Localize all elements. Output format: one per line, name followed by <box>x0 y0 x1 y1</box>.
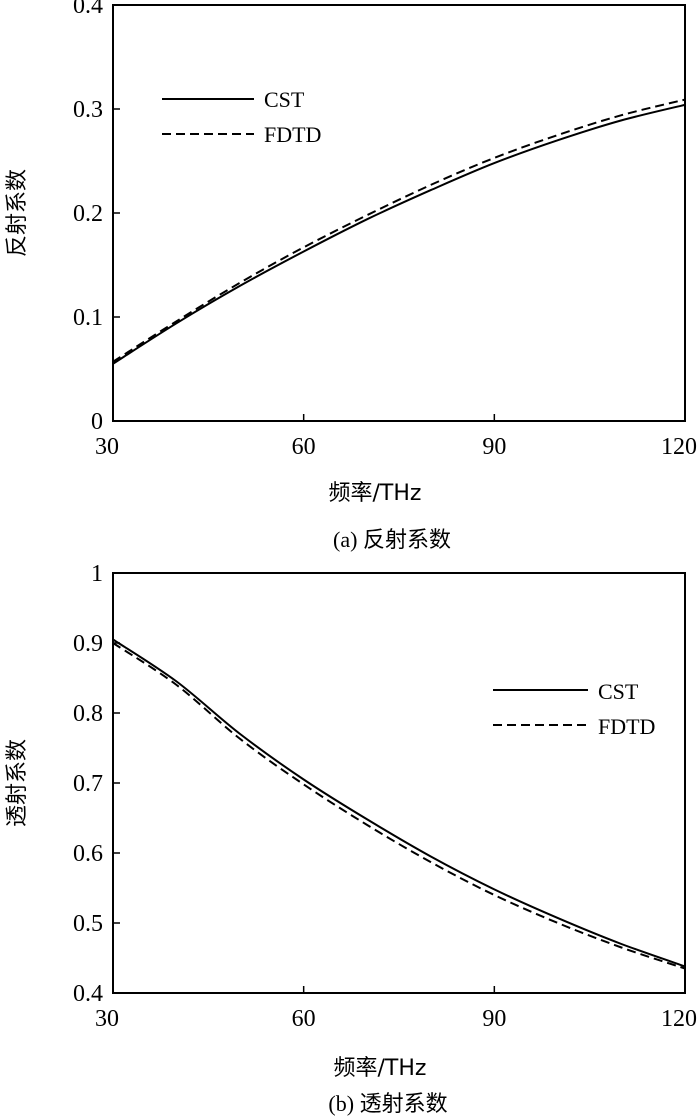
series-line-fdtd <box>112 98 686 363</box>
x-tick-label: 120 <box>661 434 697 460</box>
chart-transmission-coefficient: 0.4 0.5 0.6 0.7 0.8 0.9 1 30 60 90 120 CST FDTD 频… <box>5 561 697 1116</box>
y-tick-label: 0.2 <box>73 201 103 227</box>
legend-label-cst: CST <box>598 679 639 704</box>
plot-frame <box>112 4 686 422</box>
y-tick-label: 0.8 <box>73 701 103 727</box>
y-tick-label: 1 <box>91 561 103 587</box>
y-tick-label: 0 <box>91 409 103 435</box>
legend: CST FDTD <box>493 679 655 739</box>
chart-reflection-coefficient: 00.10.20.30.4 30 60 90 120 CST FDTD 频率/THz … <box>5 0 697 552</box>
chart-caption: (a) 反射系数 <box>333 527 451 552</box>
y-axis-label: 反射系数 <box>5 169 30 257</box>
x-tick-labels: 30 60 90 120 <box>95 434 697 460</box>
x-axis-label: 频率/THz <box>334 1056 427 1081</box>
x-tick-label: 60 <box>292 1006 316 1032</box>
chart-caption: (b) 透射系数 <box>328 1091 447 1116</box>
y-axis-label: 透射系数 <box>5 739 30 827</box>
series-lines <box>112 638 686 970</box>
x-tick-labels: 30 60 90 120 <box>95 1006 697 1032</box>
y-tick-labels: 0.4 0.5 0.6 0.7 0.8 0.9 1 <box>73 561 103 1007</box>
x-tick-label: 30 <box>95 434 119 460</box>
y-tick-label: 0.1 <box>73 305 103 331</box>
x-tick-label: 90 <box>482 434 506 460</box>
x-tick-label: 30 <box>95 1006 119 1032</box>
series-lines <box>112 98 686 365</box>
y-tick-label: 0.6 <box>73 841 103 867</box>
y-tick-label: 0.3 <box>73 97 103 123</box>
y-tick-label: 0.9 <box>73 631 103 657</box>
legend-label-fdtd: FDTD <box>598 714 655 739</box>
plot-frame <box>112 572 686 994</box>
tick-marks <box>112 4 686 422</box>
y-tick-labels: 0 0.1 0.2 0.3 0.4 <box>73 0 103 435</box>
legend-label-cst: CST <box>264 87 305 112</box>
y-tick-label: 0.5 <box>73 911 103 937</box>
tick-marks <box>112 572 686 994</box>
series-line-cst <box>112 103 686 365</box>
series-line-cst <box>112 638 686 968</box>
series-line-fdtd <box>112 642 686 970</box>
legend: CST FDTD <box>162 87 321 147</box>
x-tick-label: 60 <box>292 434 316 460</box>
legend-label-fdtd: FDTD <box>264 122 321 147</box>
x-axis-label: 频率/THz <box>329 481 422 506</box>
y-tick-label: 0.4 <box>73 0 103 19</box>
y-tick-label: 0.7 <box>73 771 103 797</box>
y-tick-label: 0.4 <box>73 981 103 1007</box>
x-tick-label: 90 <box>482 1006 506 1032</box>
x-tick-label: 120 <box>661 1006 697 1032</box>
